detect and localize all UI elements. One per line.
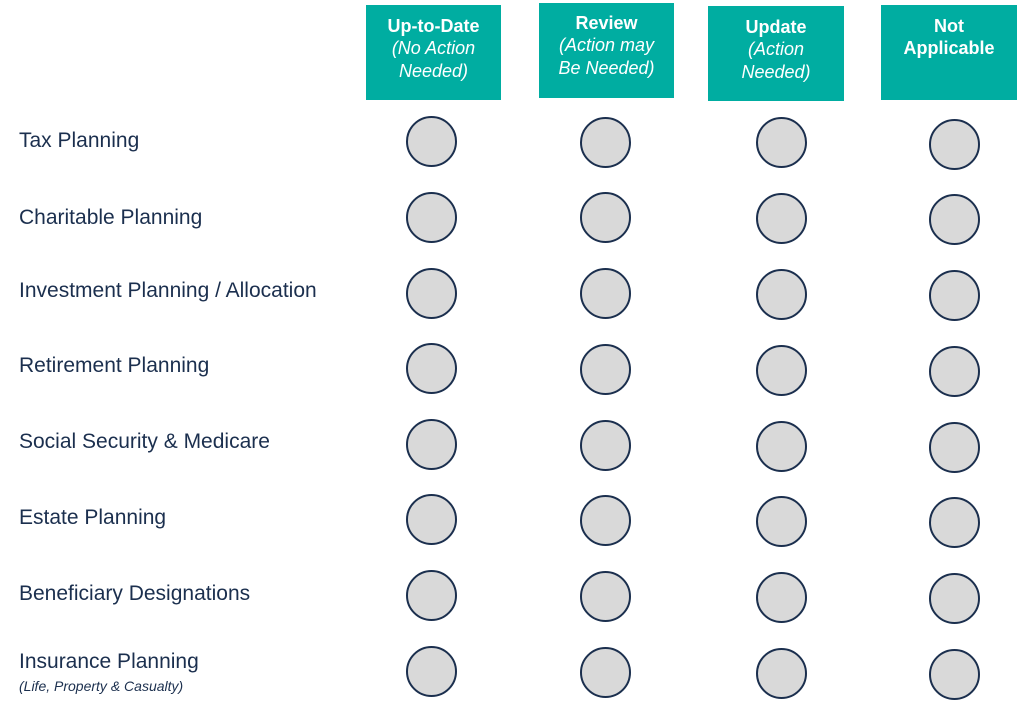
radio-estate-planning-review[interactable]	[580, 495, 631, 546]
column-header-title: Up-to-Date	[387, 16, 480, 36]
radio-investment-planning-not-applicable[interactable]	[929, 270, 980, 321]
row-label-beneficiary-designations: Beneficiary Designations	[19, 582, 251, 605]
radio-investment-planning-up-to-date[interactable]	[406, 268, 457, 319]
column-header-subtitle: Needed)	[398, 61, 469, 81]
radio-estate-planning-not-applicable[interactable]	[929, 497, 980, 548]
radio-tax-planning-review[interactable]	[580, 117, 631, 168]
column-header-subtitle: (No Action	[391, 38, 476, 58]
column-header-subtitle: (Action may	[558, 35, 655, 55]
radio-charitable-planning-not-applicable[interactable]	[929, 194, 980, 245]
radio-insurance-planning-update[interactable]	[756, 648, 807, 699]
radio-retirement-planning-up-to-date[interactable]	[406, 343, 457, 394]
radio-social-security-medicare-review[interactable]	[580, 420, 631, 471]
column-header-subtitle: Needed)	[741, 62, 811, 82]
column-header-title: Not	[934, 16, 964, 36]
radio-investment-planning-review[interactable]	[580, 268, 631, 319]
radio-tax-planning-not-applicable[interactable]	[929, 119, 980, 170]
column-header-subtitle: (Action	[747, 39, 805, 59]
radio-beneficiary-designations-update[interactable]	[756, 572, 807, 623]
radio-tax-planning-update[interactable]	[756, 117, 807, 168]
column-header-update: Update (Action Needed)	[708, 6, 844, 101]
radio-charitable-planning-up-to-date[interactable]	[406, 192, 457, 243]
radio-social-security-medicare-update[interactable]	[756, 421, 807, 472]
row-label-estate-planning: Estate Planning	[19, 506, 167, 529]
radio-beneficiary-designations-not-applicable[interactable]	[929, 573, 980, 624]
radio-social-security-medicare-not-applicable[interactable]	[929, 422, 980, 473]
row-label-social-security-medicare: Social Security & Medicare	[19, 430, 270, 453]
radio-investment-planning-update[interactable]	[756, 269, 807, 320]
row-label-retirement-planning: Retirement Planning	[19, 354, 210, 377]
row-sublabel-insurance-planning: (Life, Property & Casualty)	[19, 678, 184, 694]
radio-beneficiary-designations-review[interactable]	[580, 571, 631, 622]
radio-insurance-planning-review[interactable]	[580, 647, 631, 698]
row-label-investment-planning: Investment Planning / Allocation	[19, 279, 317, 302]
row-label-insurance-planning: Insurance Planning	[19, 650, 199, 673]
column-header-up-to-date: Up-to-Date (No Action Needed)	[366, 5, 501, 100]
radio-insurance-planning-up-to-date[interactable]	[406, 646, 457, 697]
radio-estate-planning-update[interactable]	[756, 496, 807, 547]
radio-retirement-planning-not-applicable[interactable]	[929, 346, 980, 397]
column-header-title: Applicable	[903, 38, 995, 58]
column-header-not-applicable: Not Applicable	[881, 5, 1017, 100]
radio-charitable-planning-review[interactable]	[580, 192, 631, 243]
row-label-tax-planning: Tax Planning	[19, 129, 140, 152]
row-label-charitable-planning: Charitable Planning	[19, 206, 203, 229]
column-header-title: Update	[745, 17, 807, 37]
column-header-subtitle: Be Needed)	[558, 58, 655, 78]
radio-retirement-planning-update[interactable]	[756, 345, 807, 396]
radio-charitable-planning-update[interactable]	[756, 193, 807, 244]
radio-tax-planning-up-to-date[interactable]	[406, 116, 457, 167]
radio-retirement-planning-review[interactable]	[580, 344, 631, 395]
column-header-review: Review (Action may Be Needed)	[539, 3, 674, 98]
radio-insurance-planning-not-applicable[interactable]	[929, 649, 980, 700]
radio-estate-planning-up-to-date[interactable]	[406, 494, 457, 545]
radio-social-security-medicare-up-to-date[interactable]	[406, 419, 457, 470]
radio-beneficiary-designations-up-to-date[interactable]	[406, 570, 457, 621]
column-header-title: Review	[575, 13, 638, 33]
